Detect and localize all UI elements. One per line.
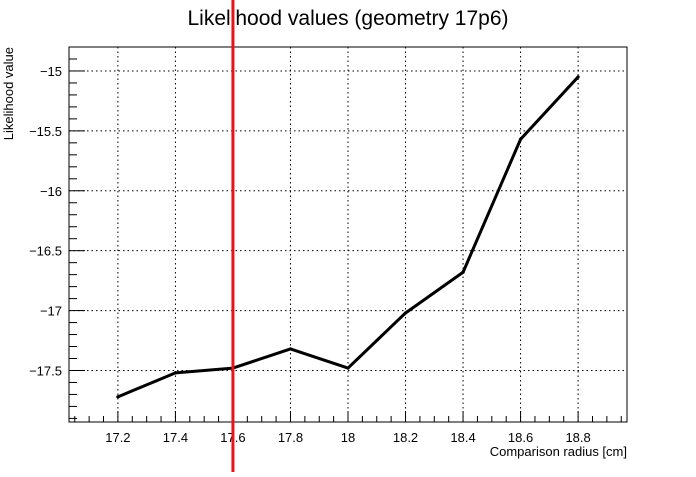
- x-tick-label: 18: [341, 430, 355, 445]
- data-point: [576, 75, 580, 79]
- x-tick-label: 18.8: [565, 430, 590, 445]
- series-layer: [116, 75, 580, 399]
- x-tick-label: 18.2: [393, 430, 418, 445]
- x-axis-label: Comparison radius [cm]: [490, 444, 627, 459]
- data-point: [461, 270, 465, 274]
- y-tick-label: −16: [40, 184, 62, 199]
- data-point: [288, 347, 293, 351]
- data-point: [403, 311, 408, 315]
- y-tick-label: −15: [40, 64, 62, 79]
- y-tick-label: −16.5: [29, 244, 62, 259]
- plot-frame: [68, 46, 628, 423]
- x-tick-label: 18.6: [508, 430, 533, 445]
- data-point: [116, 395, 120, 399]
- x-tick-label: 17.2: [105, 430, 130, 445]
- x-tick-label: 18.4: [450, 430, 475, 445]
- data-point: [518, 137, 523, 141]
- x-tick-label: 17.4: [163, 430, 188, 445]
- grid-layer: [69, 47, 627, 422]
- chart-title: Likelihood values (geometry 17p6): [187, 7, 508, 30]
- y-axis-label: Likelihood value: [1, 47, 16, 140]
- data-point: [346, 366, 350, 370]
- y-tick-label: −15.5: [29, 124, 62, 139]
- y-tick-labels: −17.5 −17 −16.5 −16 −15.5 −15: [29, 64, 62, 379]
- x-tick-label: 17.8: [278, 430, 303, 445]
- y-tick-label: −17: [40, 304, 62, 319]
- y-tick-label: −17.5: [29, 363, 62, 378]
- data-point: [173, 371, 178, 375]
- tick-layer: [69, 46, 622, 422]
